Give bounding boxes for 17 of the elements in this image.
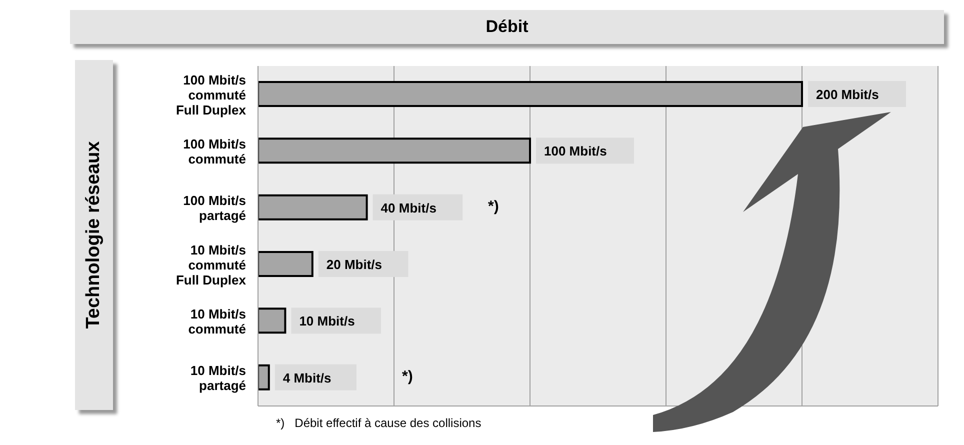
data-label: 10 Mbit/s bbox=[299, 314, 355, 329]
data-label: 100 Mbit/s bbox=[544, 144, 607, 159]
y-axis-title: Technologie réseaux bbox=[83, 141, 105, 329]
y-tick-label: 10 Mbit/s commuté Full Duplex bbox=[176, 242, 247, 288]
annotation: *) bbox=[402, 368, 413, 385]
y-tick-label: 10 Mbit/s partagé bbox=[190, 363, 246, 394]
y-tick-label: 100 Mbit/s commuté Full Duplex bbox=[176, 72, 247, 118]
data-label: 4 Mbit/s bbox=[282, 370, 332, 386]
text: *) Débit effectif à cause des collisions bbox=[276, 416, 482, 430]
data-label: 200 Mbit/s bbox=[816, 87, 879, 102]
data-label: 20 Mbit/s bbox=[326, 257, 382, 272]
data-label: 40 Mbit/s bbox=[380, 200, 436, 216]
y-tick-label: 100 Mbit/s partagé bbox=[183, 193, 246, 224]
annotation: *) bbox=[488, 198, 499, 215]
chart-title: Débit bbox=[70, 10, 944, 44]
y-tick-label: 10 Mbit/s commuté bbox=[188, 306, 246, 336]
y-tick-label: 100 Mbit/s commuté bbox=[183, 136, 246, 166]
